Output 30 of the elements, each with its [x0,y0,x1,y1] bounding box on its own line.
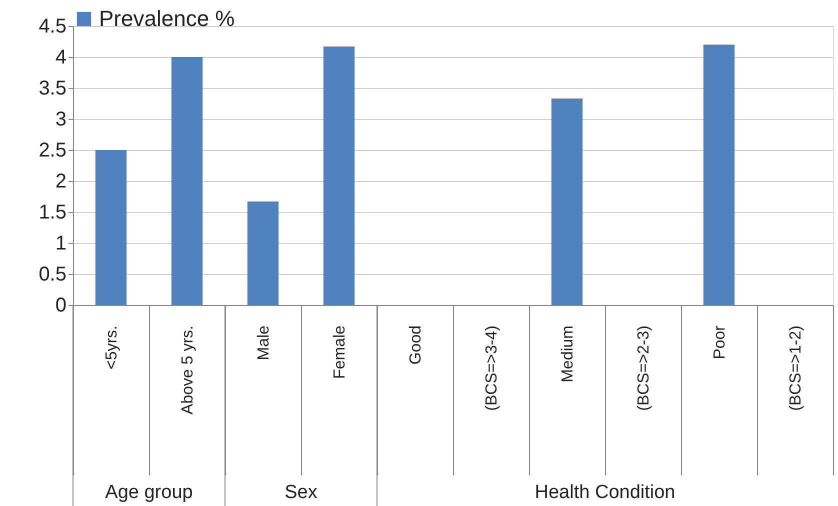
y-tick-label: 4.5 [38,16,66,38]
x-tick-label: (BCS=>1-2) [788,326,804,411]
y-tick-label: 3.5 [38,78,66,100]
y-tick-label: 2 [55,170,66,192]
x-tick-label: Medium [560,326,576,382]
bar [703,44,735,305]
x-tick-label: (BCS=>2-3) [636,326,652,411]
bar [247,201,279,305]
text: Sex [284,482,318,503]
bar [551,98,583,305]
y-tick-label: 4 [55,46,66,68]
text: Age group [105,482,193,503]
y-tick-label: 1 [55,232,66,254]
bar [95,150,127,305]
x-tick-label: Good [408,326,424,365]
text: Health Condition [534,482,676,503]
x-tick-label: Poor [712,324,728,360]
y-tick-label: 1.5 [38,202,66,224]
y-tick-label: 3 [55,108,66,130]
x-tick-label: Above 5 yrs. [180,326,196,414]
x-tick-label: <5yrs. [104,326,120,370]
y-tick-label: 2.5 [38,140,66,162]
bar [171,57,203,305]
y-tick-label: 0 [55,294,66,316]
x-tick-label: Male [256,325,272,360]
y-tick-label: 0.5 [38,264,66,286]
x-tick-label: Female [332,325,348,379]
x-tick-label: (BCS=>3-4) [484,326,500,411]
bar [323,46,355,305]
legend-label: Prevalence % [99,6,235,31]
